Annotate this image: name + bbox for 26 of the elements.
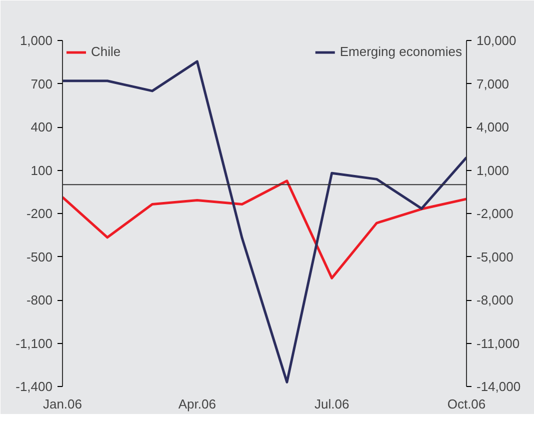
y-tick-label: 400 — [30, 120, 53, 134]
y2-tick-label: -2,000 — [476, 206, 514, 221]
legend-label: Chile — [91, 44, 121, 59]
y2-tick-label: 7,000 — [476, 76, 510, 92]
y2-tick-label: 4,000 — [476, 120, 510, 134]
x-tick-label: Oct.06 — [447, 396, 486, 412]
y2-tick-label: 10,000 — [476, 33, 516, 48]
x-tick-label: Apr.06 — [178, 396, 216, 412]
y-tick-label: 1,000 — [20, 33, 53, 48]
y-tick-label: -500 — [26, 249, 53, 264]
line-series — [62, 60, 466, 384]
y-tick-label: 700 — [30, 76, 53, 92]
y-tick-label: -800 — [26, 292, 53, 308]
y2-tick-label: -8,000 — [476, 292, 514, 308]
y2-tick-label: -5,000 — [476, 249, 514, 264]
y-tick-label: -200 — [26, 206, 53, 221]
x-tick-label: Jan.06 — [42, 396, 82, 412]
y-tick-label: -1,100 — [16, 336, 53, 351]
y2-tick-label: -14,000 — [476, 379, 521, 394]
x-tick-label: Jul.06 — [314, 396, 350, 412]
line-series — [62, 180, 466, 280]
y-tick-label: -1,400 — [16, 379, 53, 394]
y2-tick-label: 1,000 — [476, 162, 510, 178]
legend-label: Emerging economies — [340, 44, 462, 59]
y2-tick-label: -11,000 — [476, 336, 520, 351]
y-tick-label: 100 — [30, 162, 53, 178]
